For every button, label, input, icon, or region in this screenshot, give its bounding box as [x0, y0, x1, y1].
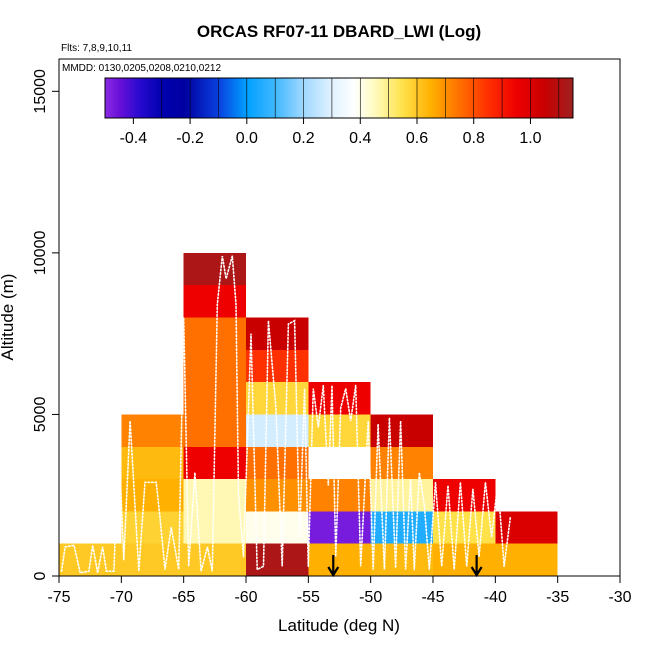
- x-tick-label: -70: [110, 589, 133, 606]
- heatmap-cell-19: [246, 382, 309, 415]
- colorbar: -0.4 -0.2 0.0 0.2 0.4 0.6 0.8 1.0: [104, 77, 574, 147]
- y-axis-label: Altitude (m): [0, 274, 17, 361]
- colorbar-tick-label: 0.4: [349, 130, 371, 147]
- x-tick-label: -40: [484, 589, 507, 606]
- heatmap-cell-21: [246, 317, 309, 350]
- arrow-marker-0: [327, 554, 340, 578]
- colorbar-gradient: [105, 78, 573, 118]
- x-tick-label: -45: [421, 589, 444, 606]
- colorbar-tick-label: -0.2: [176, 130, 204, 147]
- x-axis: -75 -70 -65 -60 -55 -50 -45 -40 -35 -30: [47, 576, 632, 606]
- x-tick-label: -35: [546, 589, 569, 606]
- x-tick-label: -50: [359, 589, 382, 606]
- heatmap-cell-32: [370, 414, 433, 447]
- heatmap-cell-1: [121, 543, 184, 576]
- y-tick-label: 15000: [32, 69, 49, 114]
- flight-track-line: [60, 255, 512, 574]
- x-axis-label: Latitude (deg N): [278, 616, 400, 635]
- heatmap-cell-3: [121, 479, 184, 512]
- colorbar-frame: [104, 77, 574, 119]
- heatmap-cell-37: [495, 511, 558, 544]
- heatmap-cell-7: [183, 511, 246, 544]
- x-tick-label: -65: [172, 589, 195, 606]
- heatmap-cell-24: [308, 479, 371, 512]
- y-axis: 0 5000 10000 15000: [32, 69, 59, 580]
- x-tick-label: -55: [297, 589, 320, 606]
- y-tick-label: 5000: [32, 397, 49, 433]
- heatmap-cell-28: [370, 543, 433, 576]
- flight-tracks: [60, 255, 512, 574]
- heatmap-cell-2: [121, 511, 184, 544]
- colorbar-tick-label: 1.0: [519, 130, 541, 147]
- heatmap-cell-20: [246, 349, 309, 383]
- plot-frame: [58, 58, 621, 577]
- chart-title: ORCAS RF07-11 DBARD_LWI (Log): [197, 22, 481, 41]
- x-tick-label: -30: [608, 589, 631, 606]
- heatmap-cell-13: [183, 252, 246, 286]
- heatmap-cell-14: [246, 543, 309, 576]
- colorbar-tick-label: 0.6: [406, 130, 428, 147]
- arrow-marker-1: [470, 554, 483, 578]
- flights-note: Flts: 7,8,9,10,11: [61, 43, 132, 54]
- surface-arrows: [327, 554, 483, 578]
- colorbar-tick-label: -0.4: [120, 130, 148, 147]
- heatmap-cell-4: [121, 446, 184, 480]
- colorbar-tick-label: 0.0: [236, 130, 258, 147]
- y-tick-label: 0: [32, 571, 49, 580]
- dates-note: MMDD: 0130,0205,0208,0210,0212: [62, 63, 221, 74]
- heatmap-cell-27: [308, 382, 371, 415]
- colorbar-tick-label: 0.2: [292, 130, 314, 147]
- heatmap-cell-29: [370, 511, 433, 544]
- heatmap-cell-6: [183, 543, 246, 576]
- x-tick-label: -75: [47, 589, 70, 606]
- colorbar-tick-label: 0.8: [463, 130, 485, 147]
- heatmap-cell-12: [183, 285, 246, 318]
- x-tick-label: -60: [234, 589, 257, 606]
- y-tick-label: 10000: [32, 231, 49, 276]
